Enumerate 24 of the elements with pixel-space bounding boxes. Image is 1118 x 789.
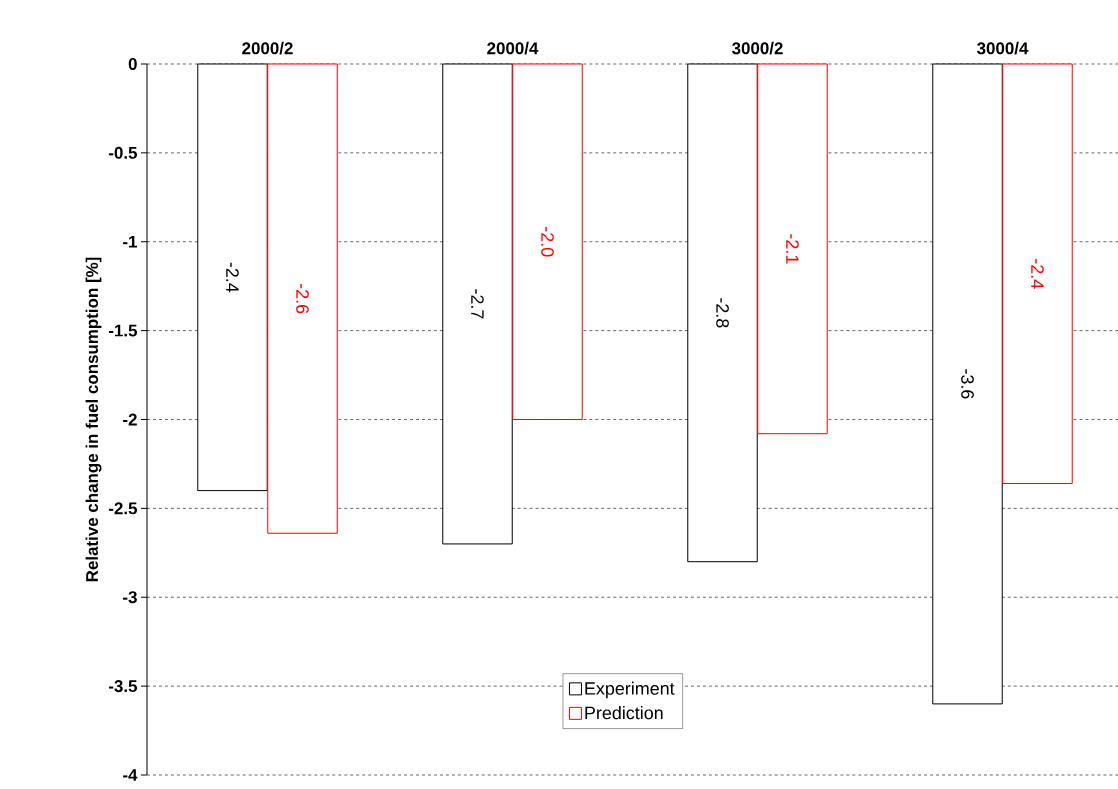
data-label: -2.0 xyxy=(541,227,554,257)
y-tick-label: 0 xyxy=(128,57,137,70)
y-tick-label: -4 xyxy=(123,769,138,781)
x-tick-label: 2000/4 xyxy=(487,41,539,55)
x-tick-label: 3000/2 xyxy=(732,41,783,55)
y-tick-label: -3.5 xyxy=(108,680,138,693)
legend-label: Experiment xyxy=(585,681,675,699)
y-tick-label: -2.5 xyxy=(108,502,138,515)
data-label: -2.8 xyxy=(716,298,729,328)
data-label: -2.4 xyxy=(1031,259,1044,289)
data-label: -2.4 xyxy=(226,262,239,293)
data-label: -2.7 xyxy=(471,289,484,319)
legend-label: Prediction xyxy=(585,706,663,720)
data-label: -3.6 xyxy=(961,369,974,399)
y-tick-label: -1.5 xyxy=(108,324,138,337)
y-tick-label: -0.5 xyxy=(108,146,138,159)
y-tick-label: -1 xyxy=(123,235,138,248)
data-label: -2.6 xyxy=(296,283,309,314)
data-label: -2.1 xyxy=(786,234,799,264)
y-tick-label: -3 xyxy=(123,591,137,604)
y-tick-label: -2 xyxy=(123,413,137,426)
y-axis-title: Relative change in fuel consumption [%] xyxy=(85,257,102,582)
x-tick-label: 2000/2 xyxy=(242,41,293,55)
x-tick-label: 3000/4 xyxy=(977,41,1029,55)
